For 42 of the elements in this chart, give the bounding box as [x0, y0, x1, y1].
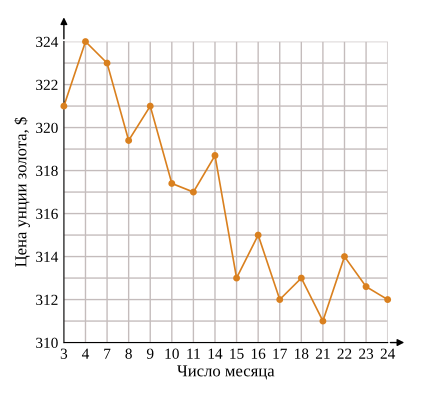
x-tick-label: 17: [273, 348, 287, 359]
point: [384, 296, 392, 304]
x-tick-label: 23: [359, 348, 374, 359]
point: [362, 283, 370, 290]
y-tick-label: 324: [36, 36, 58, 48]
x-tick-label: 7: [104, 348, 110, 359]
point: [276, 296, 284, 304]
y-tick-label: 322: [36, 80, 58, 90]
x-axis-title: Число месяца: [177, 365, 274, 380]
point: [146, 102, 154, 110]
x-tick-label: 9: [146, 348, 154, 359]
x-tick-label: 14: [208, 348, 222, 359]
x-tick-label: 24: [380, 348, 396, 359]
point: [125, 136, 132, 144]
x-tick-label: 4: [82, 348, 90, 359]
y-tick-label: 314: [36, 252, 58, 262]
y-tick-label: 312: [36, 294, 58, 305]
y-tick-label: 310: [36, 338, 58, 348]
y-tick-label: 318: [36, 166, 58, 176]
point: [60, 102, 68, 110]
point: [341, 253, 348, 260]
point: [104, 60, 111, 67]
y-tick-label: 320: [36, 122, 58, 134]
point: [298, 274, 305, 282]
point: [168, 180, 176, 187]
point: [82, 38, 89, 46]
point: [254, 232, 262, 239]
x-tick-label: 10: [166, 348, 179, 359]
x-tick-label: 22: [338, 348, 352, 359]
x-tick-label: 21: [316, 348, 330, 359]
point: [233, 274, 240, 282]
x-tick-label: 11: [187, 348, 200, 359]
x-tick-label: 8: [125, 348, 132, 359]
x-tick-label: 15: [230, 348, 244, 359]
point: [212, 152, 218, 159]
x-tick-label: 3: [60, 348, 68, 359]
x-tick-label: 16: [252, 348, 266, 359]
y-tick-label: 316: [36, 208, 58, 220]
point: [319, 318, 326, 325]
x-tick-label: 18: [295, 348, 308, 359]
point: [190, 188, 197, 196]
y-axis-title: Цена унции золота, $: [14, 117, 30, 267]
